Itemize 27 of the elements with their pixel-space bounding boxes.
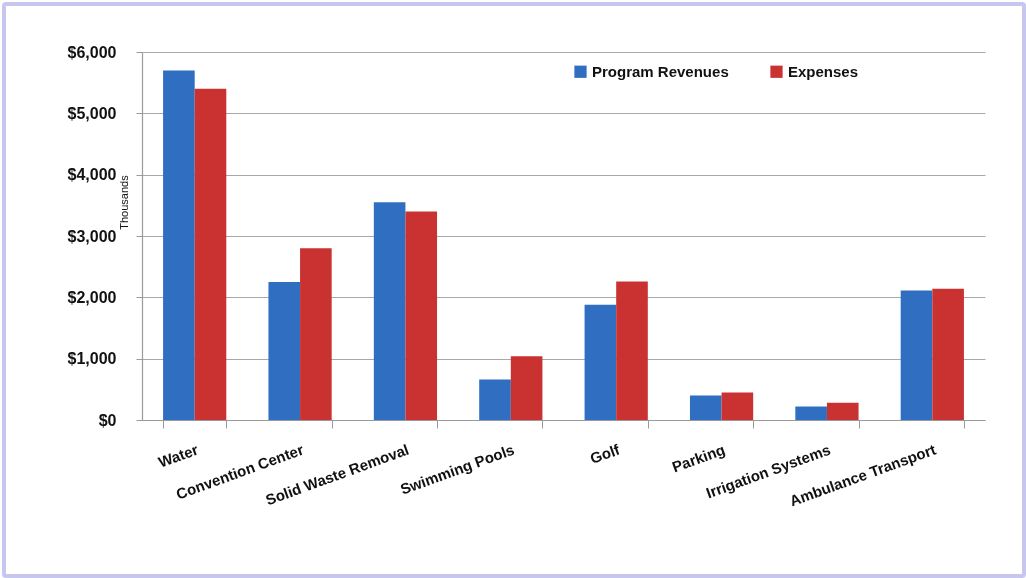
bar — [163, 70, 195, 420]
bar — [194, 88, 227, 420]
bar — [584, 304, 617, 420]
y-tick-label: $4,000 — [67, 166, 117, 184]
y-tick-label: $3,000 — [67, 227, 117, 245]
y-tick-label: $5,000 — [67, 104, 117, 122]
bar — [405, 211, 438, 420]
bar — [721, 392, 754, 420]
bar — [689, 395, 722, 420]
y-axis-title: Thousands — [117, 174, 130, 230]
bar — [932, 288, 964, 420]
bar — [479, 379, 511, 420]
y-tick-label: $0 — [98, 411, 117, 429]
y-tick-label: $2,000 — [67, 288, 117, 306]
y-tick-label: $6,000 — [67, 43, 117, 61]
legend-label: Expenses — [788, 62, 859, 80]
legend-label: Program Revenues — [592, 62, 729, 80]
y-tick-label: $1,000 — [67, 350, 117, 368]
x-tick-label: Golf — [587, 440, 623, 467]
bar — [510, 356, 543, 420]
bar — [795, 406, 827, 420]
bar — [616, 281, 648, 420]
bar — [900, 290, 933, 420]
bar — [300, 248, 332, 420]
bar — [826, 402, 859, 420]
bar — [373, 202, 406, 420]
bar — [268, 282, 301, 420]
